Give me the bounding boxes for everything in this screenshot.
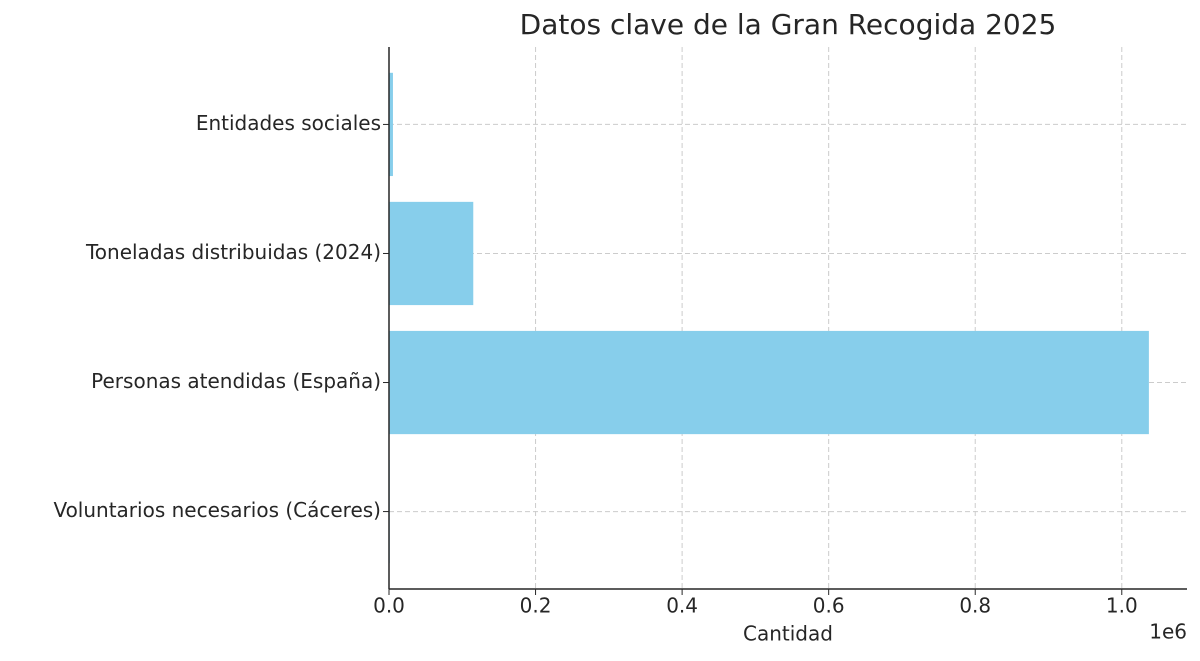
bar: [389, 201, 474, 306]
x-tick-label: 0.4: [666, 594, 698, 618]
y-tick-label: Toneladas distribuidas (2024): [85, 240, 381, 264]
x-tick-label: 0.8: [959, 594, 991, 618]
x-tick-label: 0.6: [813, 594, 845, 618]
x-offset-label: 1e6: [1149, 620, 1187, 644]
x-tick-label: 1.0: [1106, 594, 1138, 618]
bar: [389, 72, 393, 177]
bar: [389, 330, 1149, 435]
x-tick-label: 0.2: [520, 594, 552, 618]
x-tick-label: 0.0: [373, 594, 405, 618]
y-tick-label: Voluntarios necesarios (Cáceres): [53, 498, 381, 522]
x-axis-label: Cantidad: [743, 622, 833, 646]
y-tick-label: Personas atendidas (España): [91, 369, 381, 393]
y-tick-label: Entidades sociales: [196, 111, 381, 135]
chart-title: Datos clave de la Gran Recogida 2025: [520, 8, 1057, 41]
